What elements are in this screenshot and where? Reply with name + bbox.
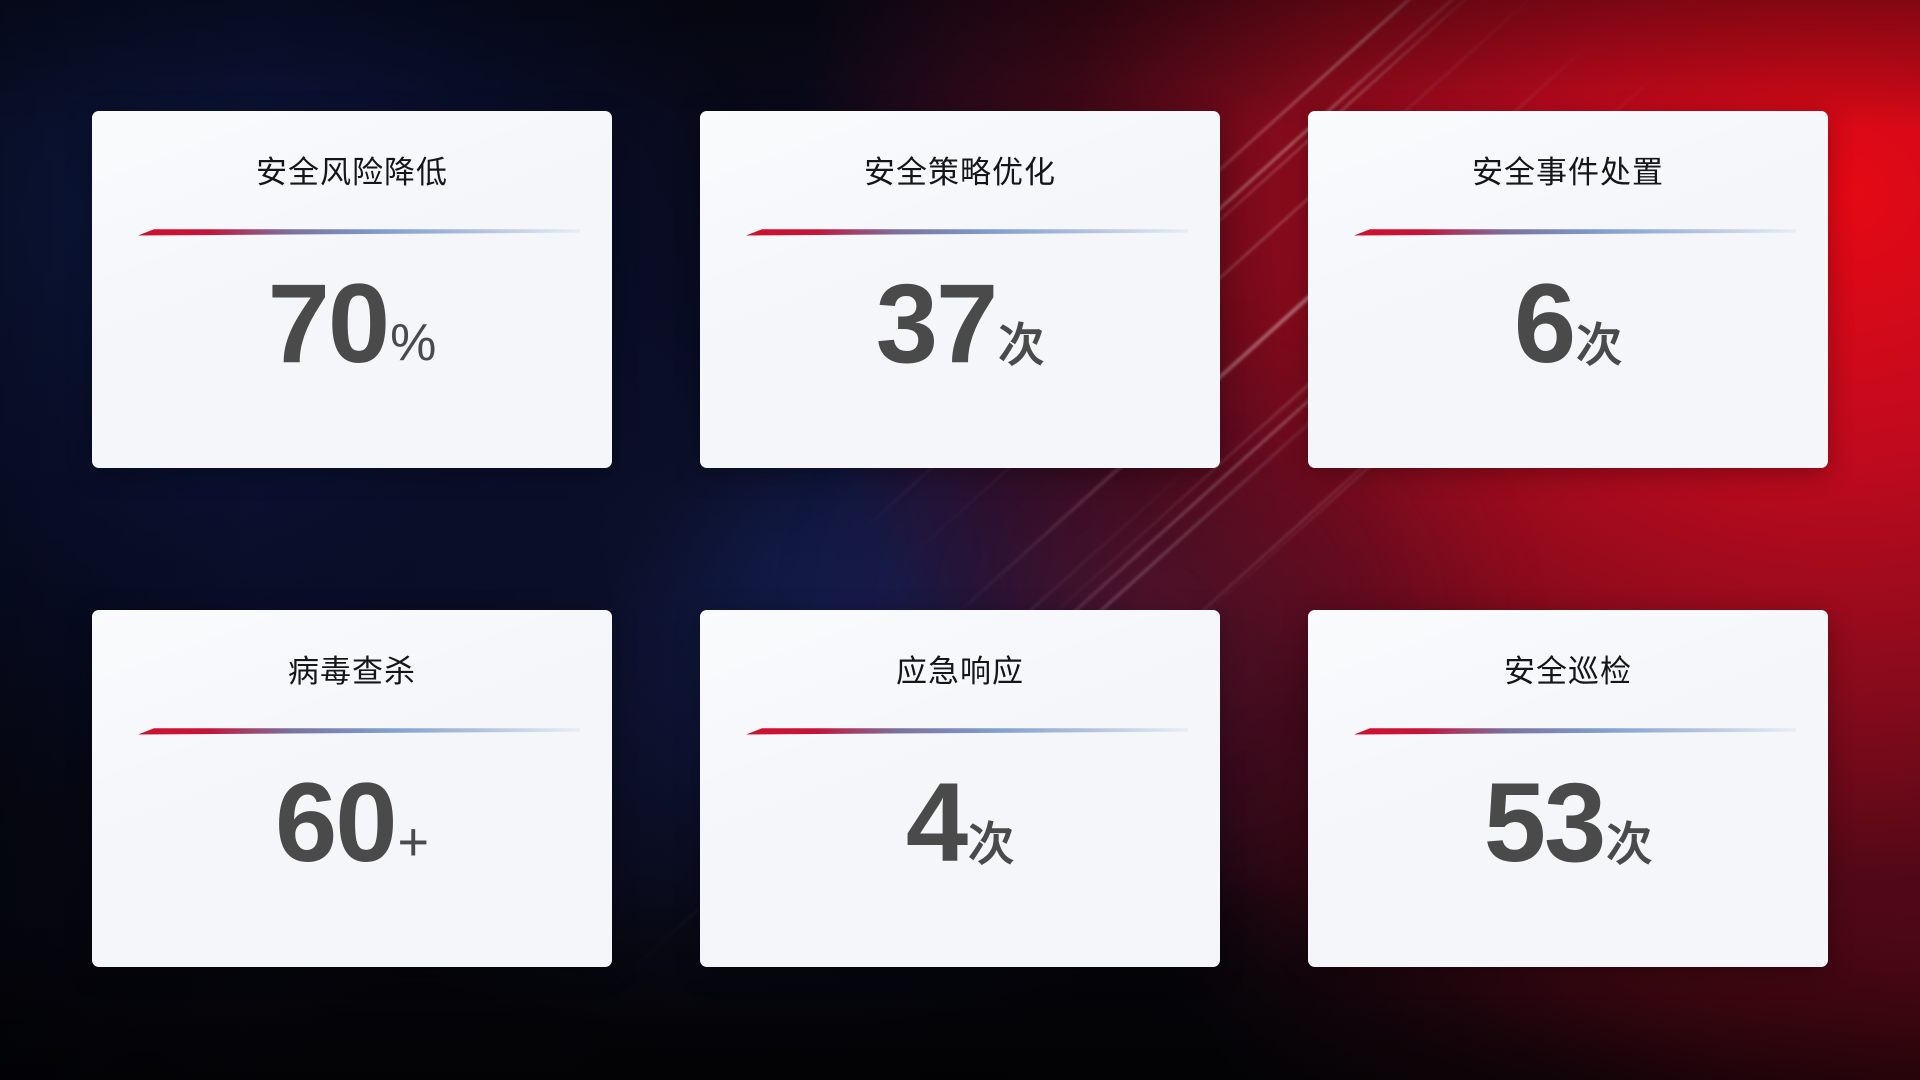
stat-card-number: 4 [905, 760, 968, 885]
stat-card-value: 37 次 [875, 261, 1045, 386]
stat-card-value: 60 + [274, 760, 430, 885]
stat-card-divider [1340, 725, 1796, 737]
stat-card-number: 37 [875, 261, 999, 386]
stat-card-value: 53 次 [1483, 760, 1653, 885]
stat-card-divider [732, 725, 1188, 737]
stat-card-title: 病毒查杀 [288, 654, 416, 689]
stat-card-title: 应急响应 [896, 654, 1024, 689]
stat-card-title: 安全巡检 [1504, 654, 1632, 689]
stat-card-title: 安全策略优化 [864, 155, 1056, 190]
stat-card[interactable]: 病毒查杀 60 + [92, 610, 612, 967]
stat-card-title: 安全事件处置 [1472, 155, 1664, 190]
stat-card-value: 70% [267, 261, 437, 386]
stat-card[interactable]: 安全事件处置 6 次 [1308, 111, 1828, 468]
stat-card-grid: 安全风险降低 70% 安全策略优化 37 次安全事件处置 6 次病毒查杀 60 + 应急响应 4 次安… [92, 111, 1832, 970]
stat-card-suffix: + [397, 812, 430, 873]
stat-card-number: 6 [1513, 261, 1576, 386]
stat-card-number: 60 [274, 760, 398, 885]
stat-card[interactable]: 安全策略优化 37 次 [700, 111, 1220, 468]
stat-card-suffix: % [390, 314, 437, 373]
stat-card-divider [1340, 226, 1796, 238]
stat-card-number: 70 [267, 261, 391, 386]
stat-card-divider [124, 226, 580, 238]
stat-card-title: 安全风险降低 [256, 155, 448, 190]
stat-card[interactable]: 安全风险降低 70% [92, 111, 612, 468]
stat-card-suffix: 次 [998, 318, 1045, 371]
stat-card[interactable]: 应急响应 4 次 [700, 610, 1220, 967]
stat-card-suffix: 次 [1606, 817, 1653, 870]
stat-card-suffix: 次 [968, 817, 1015, 870]
stat-card[interactable]: 安全巡检 53 次 [1308, 610, 1828, 967]
stat-card-suffix: 次 [1576, 318, 1623, 371]
stat-card-divider [732, 226, 1188, 238]
stat-card-divider [124, 725, 580, 737]
stat-card-number: 53 [1483, 760, 1607, 885]
